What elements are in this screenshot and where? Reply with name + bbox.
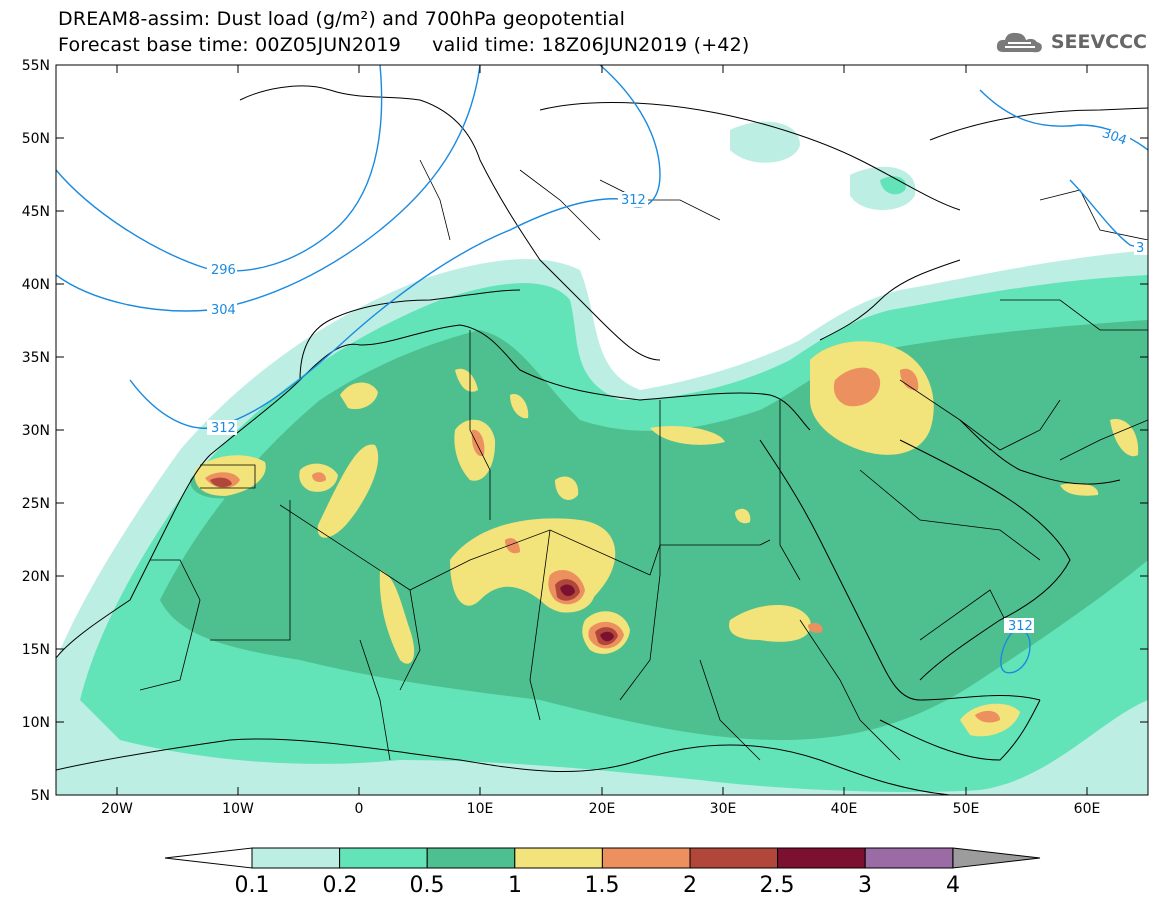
geopotential-contours	[56, 65, 1148, 674]
latitude-labels: 55N 50N 45N 40N 35N 30N 25N 20N 15N 10N …	[22, 58, 50, 804]
lon-label: 40E	[831, 801, 858, 817]
axis-ticks	[56, 64, 1148, 795]
colorbar-label: 2	[683, 873, 697, 898]
cloud-icon	[996, 32, 1042, 53]
lon-label: 10E	[467, 801, 494, 817]
lat-label: 35N	[22, 350, 50, 366]
colorbar-label: 1	[508, 873, 522, 898]
colorbar-segment	[689, 847, 779, 869]
colorbar-segment	[251, 847, 341, 869]
lat-label: 40N	[22, 277, 50, 293]
longitude-labels: 20W 10W 0 10E 20E 30E 40E 50E 60E	[101, 801, 1100, 817]
logo-text: SEEVCCC	[1050, 31, 1147, 53]
colorbar-label: 0.1	[235, 873, 270, 898]
colorbar-low-arrow	[164, 847, 253, 869]
colorbar-segment	[339, 847, 428, 869]
lat-label: 5N	[31, 788, 50, 804]
lon-label: 20E	[589, 801, 616, 817]
lat-label: 55N	[22, 58, 50, 74]
contour-label-296: 296	[211, 263, 236, 278]
lat-label: 25N	[22, 496, 50, 512]
contour-label-304-east: 304	[1100, 126, 1128, 149]
contour-label-304-west: 304	[211, 303, 236, 318]
lat-label: 20N	[22, 569, 50, 585]
lon-label: 60E	[1074, 801, 1101, 817]
colorbar: 0.1 0.2 0.5 1 1.5 2 2.5 3 4	[164, 847, 1041, 898]
contour-label-3-edge: 3	[1136, 241, 1144, 256]
lon-label: 20W	[101, 801, 133, 817]
contour-label-312-west: 312	[211, 421, 236, 436]
colorbar-label: 4	[946, 873, 960, 898]
lon-label: 0	[355, 801, 364, 817]
lat-label: 50N	[22, 131, 50, 147]
colorbar-label: 1.5	[585, 873, 620, 898]
contour-label-312-europe: 312	[621, 193, 646, 208]
forecast-times: Forecast base time: 00Z05JUN2019 valid t…	[58, 34, 750, 56]
colorbar-high-arrow	[952, 847, 1041, 869]
coastlines	[56, 85, 1148, 795]
contour-labels: 296 304 312 312 312 304 3	[207, 126, 1148, 634]
lon-label: 30E	[710, 801, 737, 817]
colorbar-segment	[514, 847, 603, 869]
lat-label: 15N	[22, 642, 50, 658]
colorbar-segment	[777, 847, 866, 869]
colorbar-segment	[426, 847, 516, 869]
contour-label-312-arabian-sea: 312	[1008, 619, 1033, 634]
colorbar-label: 2.5	[760, 873, 795, 898]
country-borders	[139, 159, 1148, 761]
seevccc-logo: SEEVCCC	[995, 28, 1147, 56]
lat-label: 10N	[22, 715, 50, 731]
lon-label: 10W	[222, 801, 254, 817]
colorbar-label: 3	[858, 873, 872, 898]
dust-field	[56, 121, 1148, 795]
colorbar-label: 0.5	[410, 873, 445, 898]
map-title: DREAM8-assim: Dust load (g/m²) and 700hP…	[58, 8, 626, 30]
colorbar-label: 0.2	[323, 873, 358, 898]
lon-label: 50E	[953, 801, 980, 817]
lat-label: 45N	[22, 204, 50, 220]
colorbar-segment	[864, 847, 954, 869]
colorbar-segment	[601, 847, 691, 869]
lat-label: 30N	[22, 423, 50, 439]
